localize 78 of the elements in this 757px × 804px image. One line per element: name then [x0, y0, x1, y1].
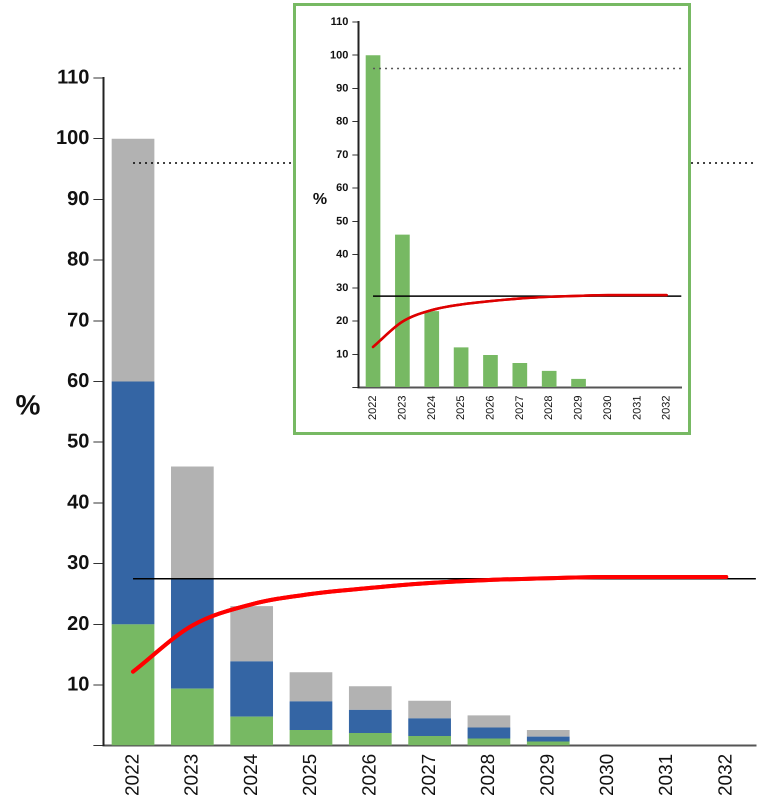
- y-tick-label: 30: [336, 282, 348, 294]
- x-tick-label: 2029: [537, 754, 558, 796]
- x-tick-label: 2026: [360, 754, 381, 796]
- bar: [112, 382, 154, 624]
- y-tick-label: 90: [336, 82, 348, 94]
- bar: [230, 606, 274, 662]
- bar: [290, 701, 332, 730]
- bar: [112, 624, 154, 746]
- y-tick-label: 70: [336, 148, 348, 161]
- x-tick-label: 2024: [426, 396, 438, 420]
- y-tick-label: 110: [330, 16, 348, 28]
- bar: [230, 661, 274, 717]
- x-tick-label: 2027: [514, 396, 526, 420]
- bar: [348, 710, 392, 733]
- y-tick-label: 30: [67, 552, 90, 574]
- y-axis-title: %: [16, 390, 41, 421]
- bar: [170, 688, 214, 746]
- bar: [408, 736, 451, 746]
- y-tick-label: 50: [67, 430, 90, 453]
- x-tick-label: 2028: [478, 754, 500, 796]
- y-tick-label: 80: [336, 116, 348, 128]
- bar: [170, 578, 214, 689]
- y-tick-label: 60: [336, 182, 348, 194]
- y-tick-label: 10: [67, 674, 90, 696]
- bar: [170, 466, 214, 579]
- bar: [348, 686, 392, 710]
- bar: [526, 730, 570, 737]
- bar: [112, 138, 154, 382]
- x-tick-label: 2023: [182, 754, 203, 796]
- bar: [483, 354, 498, 388]
- bar: [526, 736, 570, 742]
- y-tick-label: 40: [336, 248, 348, 261]
- x-tick-label: 2031: [631, 396, 644, 420]
- bar: [290, 730, 332, 746]
- bar: [408, 718, 451, 736]
- y-tick-label: 100: [330, 49, 348, 62]
- bar: [526, 741, 570, 746]
- y-tick-label: 10: [336, 348, 348, 360]
- x-tick-label: 2027: [418, 754, 440, 796]
- bar: [424, 311, 440, 388]
- x-tick-label: 2022: [122, 754, 144, 796]
- x-tick-label: 2022: [367, 396, 380, 420]
- y-axis-title: %: [312, 191, 328, 208]
- bar: [571, 378, 586, 388]
- y-tick-label: 100: [56, 127, 90, 150]
- x-tick-label: 2024: [240, 753, 262, 796]
- bar: [542, 370, 557, 388]
- bar: [230, 716, 274, 746]
- x-tick-label: 2030: [596, 754, 618, 796]
- y-tick-label: 110: [57, 66, 90, 89]
- x-tick-label: 2030: [602, 396, 614, 420]
- y-tick-label: 40: [67, 491, 90, 514]
- y-tick-label: 20: [336, 315, 348, 328]
- bar: [454, 347, 468, 388]
- y-tick-label: 50: [336, 215, 348, 228]
- x-tick-label: 2028: [543, 396, 556, 420]
- x-tick-label: 2025: [455, 396, 468, 420]
- bar: [408, 700, 451, 718]
- y-tick-label: 70: [67, 309, 90, 332]
- x-tick-label: 2029: [572, 396, 585, 420]
- y-tick-label: 80: [67, 248, 90, 271]
- y-tick-label: 60: [67, 370, 90, 392]
- bar: [468, 738, 510, 746]
- x-tick-label: 2032: [715, 754, 736, 796]
- bar: [468, 728, 510, 738]
- x-tick-label: 2025: [300, 754, 322, 796]
- bar: [395, 234, 410, 388]
- bar: [512, 362, 528, 388]
- x-tick-label: 2031: [656, 754, 678, 796]
- bar: [348, 732, 392, 746]
- x-tick-label: 2026: [484, 396, 496, 420]
- x-tick-label: 2023: [396, 396, 408, 420]
- bar: [366, 55, 380, 388]
- y-tick-label: 20: [67, 612, 90, 635]
- x-tick-label: 2032: [660, 396, 673, 420]
- y-tick-label: 90: [67, 188, 90, 210]
- bar: [290, 672, 332, 702]
- bar: [468, 715, 510, 728]
